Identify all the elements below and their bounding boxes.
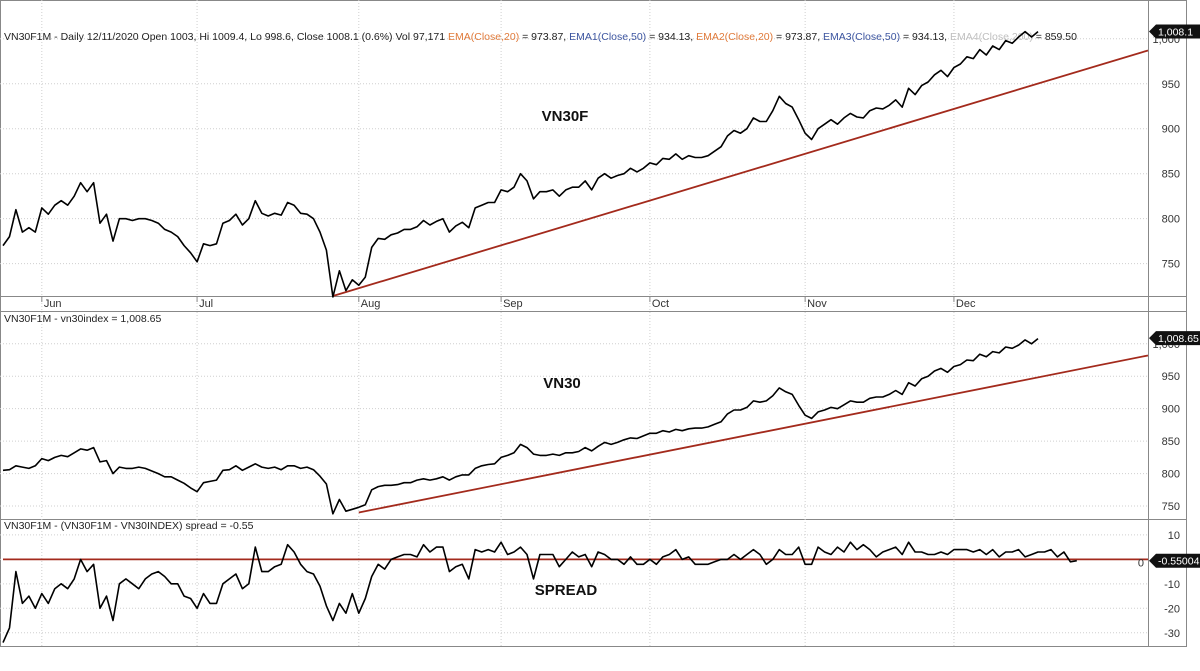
panel-title: VN30F [542, 108, 589, 125]
panel-header: VN30F1M - Daily 12/11/2020 Open 1003, Hi… [4, 31, 1077, 43]
header-segment: VN30F1M - Daily 12/11/2020 Open 1003, Hi… [4, 31, 448, 43]
y-tick-label: 800 [1162, 214, 1180, 226]
chart-frame [0, 0, 1187, 647]
last-value-tag [1149, 553, 1200, 568]
panel-header: VN30F1M - (VN30F1M - VN30INDEX) spread =… [4, 520, 254, 532]
y-tick-label: 950 [1162, 371, 1180, 383]
y-tick-label: 10 [1168, 530, 1180, 542]
y-tick-label: -10 [1164, 579, 1180, 591]
month-label: Sep [503, 298, 523, 310]
header-segment: EMA1(Close,50) [569, 31, 646, 43]
last-value-label: -0.55004 [1158, 556, 1200, 568]
y-tick-label: 850 [1162, 436, 1180, 448]
y-tick-label: 750 [1162, 501, 1180, 513]
last-value-label: 1,008.65 [1158, 333, 1199, 345]
y-tick-label: 800 [1162, 469, 1180, 481]
panel-header: VN30F1M - vn30index = 1,008.65 [4, 313, 161, 325]
y-tick-label: 950 [1162, 79, 1180, 91]
header-segment: EMA4(Close,200) [950, 31, 1033, 43]
y-tick-label: -30 [1164, 628, 1180, 640]
header-segment: = 973.87, [773, 31, 823, 43]
month-label: Dec [956, 298, 976, 310]
y-tick-label: 900 [1162, 404, 1180, 416]
trend-line [332, 49, 1149, 297]
panel-title: SPREAD [535, 582, 598, 599]
month-label: Nov [807, 298, 827, 310]
header-segment: = 934.13, [646, 31, 696, 43]
header-segment: EMA2(Close,20) [696, 31, 773, 43]
y-tick-label: 850 [1162, 169, 1180, 181]
series-line [2, 337, 1039, 515]
header-segment: EMA3(Close,50) [823, 31, 900, 43]
header-segment: = 859.50 [1033, 31, 1077, 43]
header-segment: VN30F1M - (VN30F1M - VN30INDEX) spread =… [4, 520, 254, 532]
month-label: Jul [199, 298, 213, 310]
y-tick-label: -20 [1164, 603, 1180, 615]
zero-label: 0 [1138, 557, 1144, 569]
last-value-tag [1149, 331, 1200, 346]
month-label: Aug [361, 298, 381, 310]
y-tick-label: 750 [1162, 259, 1180, 271]
header-segment: = 934.13, [900, 31, 950, 43]
series-line [2, 541, 1077, 643]
header-segment: EMA(Close,20) [448, 31, 519, 43]
last-value-label: 1,008.1 [1158, 27, 1193, 39]
panel-title: VN30 [543, 375, 581, 392]
month-label: Jun [44, 298, 62, 310]
last-value-tag [1149, 24, 1200, 39]
header-segment: VN30F1M - vn30index = 1,008.65 [4, 313, 161, 325]
month-label: Oct [652, 298, 669, 310]
trend-line [358, 354, 1149, 514]
header-segment: = 973.87, [519, 31, 569, 43]
series-line [2, 30, 1039, 298]
y-tick-label: 900 [1162, 124, 1180, 136]
